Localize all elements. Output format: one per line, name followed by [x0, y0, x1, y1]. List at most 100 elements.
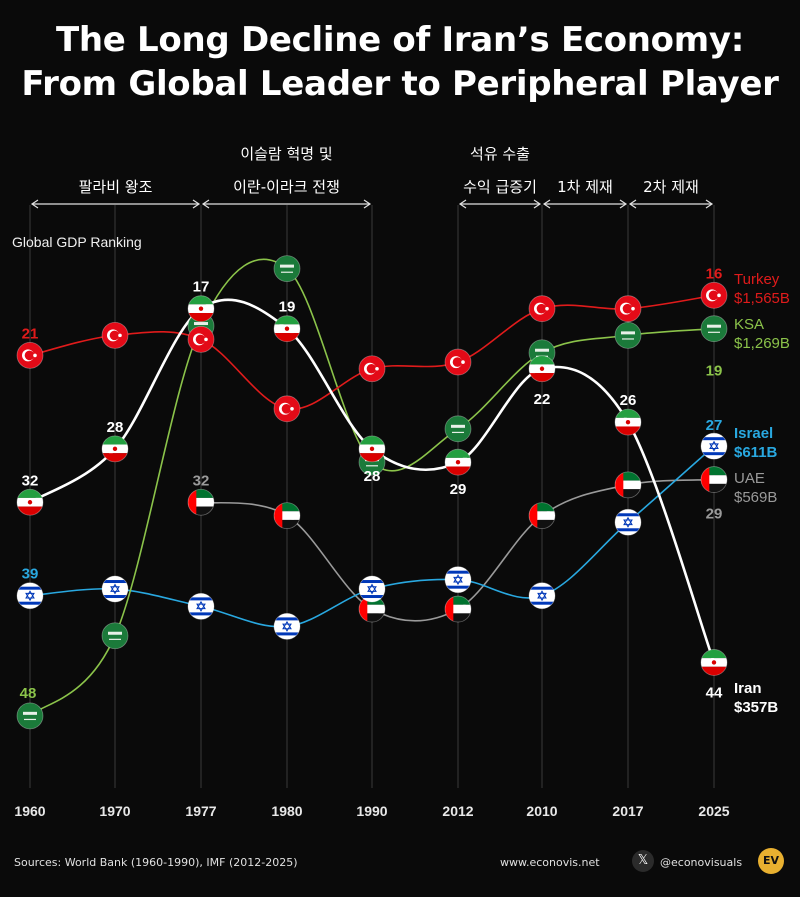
- series-value-israel: $611B: [734, 444, 778, 461]
- social-handle[interactable]: @econovisuals: [660, 856, 743, 869]
- x-tick-label: 1977: [185, 803, 216, 819]
- period-label: 1차 제재: [557, 178, 613, 196]
- period-bracket: 1차 제재: [542, 178, 628, 209]
- israel-flag-marker: [16, 582, 44, 610]
- series-name-ksa: KSA: [734, 316, 764, 333]
- saudi-flag-marker: [614, 321, 642, 349]
- turkey-flag-marker: [444, 348, 472, 376]
- turkey-flag-marker: [187, 325, 215, 353]
- website-link[interactable]: www.econovis.net: [500, 856, 600, 869]
- period-label: 이란-이라크 전쟁: [233, 178, 340, 196]
- period-arrow-left: [628, 199, 637, 209]
- turkey-flag-marker: [273, 395, 301, 423]
- series-value-turkey: $1,565B: [734, 290, 790, 307]
- iran-flag-marker: [700, 649, 728, 676]
- israel-flag-marker: [101, 575, 129, 603]
- israel-flag-marker: [358, 575, 386, 603]
- period-arrow-right: [363, 199, 372, 209]
- x-logo-icon: 𝕏: [632, 850, 654, 872]
- series-line-ksa: [29, 258, 715, 717]
- rank-label-turkey: 21: [22, 325, 39, 342]
- x-tick-label: 2010: [526, 803, 557, 819]
- rank-label-uae: 29: [706, 506, 723, 523]
- period-label: 팔라비 왕조: [79, 178, 153, 196]
- turkey-flag-marker: [700, 281, 728, 309]
- x-tick-label: 1970: [99, 803, 130, 819]
- uae-flag-marker: [187, 488, 215, 516]
- saudi-flag-marker: [101, 622, 129, 650]
- iran-flag-marker: [187, 295, 215, 323]
- series-markers-uae: [187, 466, 728, 623]
- period-arrow-right: [619, 199, 628, 209]
- saudi-flag-marker: [700, 315, 728, 343]
- rank-label-iran: 22: [534, 391, 551, 408]
- period-bracket: 팔라비 왕조: [30, 178, 201, 209]
- uae-flag-marker: [273, 502, 301, 529]
- period-bracket: 2차 제재: [628, 178, 714, 209]
- econovis-logo: EV: [758, 848, 784, 874]
- x-tick-label: 1960: [14, 803, 45, 819]
- title-line-1: The Long Decline of Iran’s Economy:: [55, 20, 745, 60]
- period-arrow-left: [30, 199, 39, 209]
- rank-label-iran: 28: [107, 419, 124, 436]
- chart-title: The Long Decline of Iran’s Economy: From…: [0, 18, 800, 106]
- period-arrow-left: [201, 199, 210, 209]
- saudi-flag-marker: [273, 255, 301, 283]
- x-tick-label: 2025: [698, 803, 729, 819]
- series-markers-israel: [16, 432, 728, 640]
- turkey-flag-marker: [101, 321, 129, 349]
- rank-label-israel: 39: [22, 566, 39, 583]
- israel-flag-marker: [444, 566, 472, 594]
- iran-flag-marker: [273, 315, 301, 343]
- iran-flag-marker: [528, 355, 556, 383]
- series-name-uae: UAE: [734, 470, 765, 487]
- title-line-2: From Global Leader to Peripheral Player: [21, 64, 779, 104]
- period-arrow-right: [192, 199, 201, 209]
- period-label: 이슬람 혁명 및: [240, 145, 332, 163]
- israel-flag-marker: [273, 613, 301, 640]
- series-name-israel: Israel: [734, 425, 773, 442]
- x-tick-label: 2017: [612, 803, 643, 819]
- series-value-iran: $357B: [734, 699, 778, 716]
- rank-label-ksa: 19: [706, 363, 723, 380]
- x-tick-label: 2012: [442, 803, 473, 819]
- rank-label-iran: 29: [450, 481, 467, 498]
- iran-flag-marker: [101, 435, 129, 463]
- period-label: 석유 수출: [470, 145, 530, 163]
- period-label: 2차 제재: [643, 178, 699, 196]
- period-arrow-right: [705, 199, 714, 209]
- iran-flag-marker: [614, 408, 642, 436]
- x-tick-label: 1990: [356, 803, 387, 819]
- iran-flag-marker: [16, 488, 44, 516]
- series-markers-turkey: [16, 281, 728, 423]
- israel-flag-marker: [614, 508, 642, 536]
- series-name-iran: Iran: [734, 680, 762, 697]
- period-arrow-right: [533, 199, 542, 209]
- uae-flag-marker: [700, 466, 728, 493]
- rank-label-iran: 26: [620, 392, 637, 409]
- rank-label-iran: 32: [22, 472, 39, 489]
- chart-subtitle: Global GDP Ranking: [12, 234, 142, 250]
- period-label: 수익 급증기: [463, 178, 537, 196]
- turkey-flag-marker: [528, 295, 556, 323]
- rank-label-israel: 27: [706, 417, 723, 434]
- rank-label-iran: 19: [279, 299, 296, 316]
- series-value-uae: $569B: [734, 489, 777, 506]
- turkey-flag-marker: [16, 341, 44, 369]
- saudi-flag-marker: [444, 415, 472, 443]
- rank-label-iran: 28: [364, 468, 381, 485]
- iran-flag-marker: [444, 448, 472, 476]
- period-arrow-left: [458, 199, 467, 209]
- israel-flag-marker: [187, 592, 215, 620]
- uae-flag-marker: [614, 471, 642, 499]
- turkey-flag-marker: [358, 355, 386, 383]
- rank-label-uae: 32: [193, 472, 210, 489]
- israel-flag-marker: [528, 582, 556, 610]
- series-value-ksa: $1,269B: [734, 335, 790, 352]
- uae-flag-marker: [528, 502, 556, 529]
- period-bracket: 이슬람 혁명 및이란-이라크 전쟁: [201, 145, 372, 209]
- series-markers-iran: [16, 295, 728, 676]
- rank-label-ksa: 48: [20, 685, 37, 702]
